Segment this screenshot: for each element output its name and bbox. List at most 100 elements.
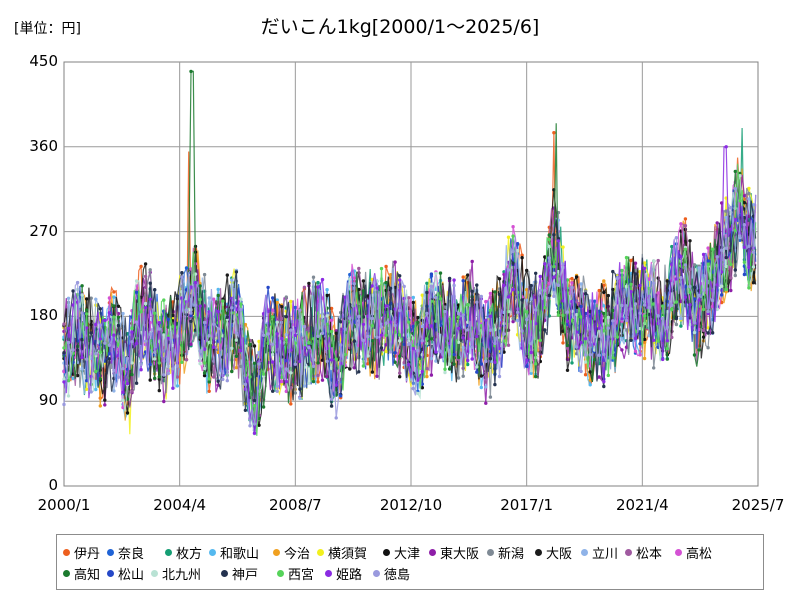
series-point-17 xyxy=(207,377,211,381)
series-point-19 xyxy=(456,312,461,316)
series-point-19 xyxy=(429,284,434,288)
series-point-18 xyxy=(525,358,529,362)
series-point-19 xyxy=(506,268,511,272)
series-point-11 xyxy=(683,224,688,228)
series-point-17 xyxy=(624,255,629,260)
series-point-19 xyxy=(66,340,71,345)
series-point-9 xyxy=(116,304,121,308)
series-point-9 xyxy=(497,277,502,281)
series-point-17 xyxy=(547,237,551,242)
series-point-8 xyxy=(148,268,152,272)
series-point-12 xyxy=(511,225,515,229)
x-tick-label: 2008/7 xyxy=(268,496,322,514)
series-point-16 xyxy=(89,331,93,335)
series-point-11 xyxy=(316,373,320,378)
series-point-18 xyxy=(379,333,384,337)
series-point-7 xyxy=(633,261,638,265)
series-point-16 xyxy=(629,338,633,342)
series-point-16 xyxy=(379,346,384,350)
series-point-17 xyxy=(425,337,429,341)
series-point-19 xyxy=(602,352,606,357)
y-tick-label: 180 xyxy=(29,306,58,325)
series-point-10 xyxy=(747,197,751,201)
series-point-13 xyxy=(153,376,157,380)
legend-item: 西宮 xyxy=(277,564,314,583)
series-point-19 xyxy=(438,349,443,353)
legend-swatch xyxy=(63,570,70,577)
series-point-17 xyxy=(602,328,606,333)
series-point-16 xyxy=(470,289,474,293)
series-point-12 xyxy=(329,318,334,322)
series-point-16 xyxy=(447,276,452,281)
series-point-11 xyxy=(402,360,406,365)
x-tick-label: 2021/4 xyxy=(615,496,669,514)
series-point-17 xyxy=(221,299,225,303)
series-point-17 xyxy=(466,302,470,307)
series-point-6 xyxy=(642,337,647,342)
series-point-13 xyxy=(234,354,239,358)
series-point-0 xyxy=(112,290,116,294)
series-point-12 xyxy=(588,364,592,368)
series-point-18 xyxy=(320,277,325,282)
series-point-19 xyxy=(561,262,565,266)
legend-label: 高知 xyxy=(74,568,101,583)
series-point-3 xyxy=(479,385,483,390)
series-point-18 xyxy=(80,355,84,360)
series-point-7 xyxy=(729,288,733,293)
legend-item: 大阪 xyxy=(535,543,572,562)
series-point-18 xyxy=(715,283,719,287)
series-point-19 xyxy=(166,371,170,376)
series-point-14 xyxy=(411,324,415,328)
series-point-18 xyxy=(85,326,89,330)
series-point-19 xyxy=(493,341,497,346)
series-point-9 xyxy=(398,375,402,379)
series-point-12 xyxy=(271,308,275,312)
series-point-19 xyxy=(180,275,184,279)
series-point-0 xyxy=(570,276,574,281)
series-point-19 xyxy=(593,335,597,339)
series-point-14 xyxy=(420,382,424,386)
series-point-19 xyxy=(325,359,329,363)
series-point-12 xyxy=(706,246,710,250)
series-point-4 xyxy=(588,378,592,382)
series-point-18 xyxy=(629,290,633,294)
series-point-17 xyxy=(325,322,329,326)
series-point-5 xyxy=(289,299,293,304)
series-point-10 xyxy=(751,203,756,207)
series-point-18 xyxy=(375,286,379,290)
series-point-16 xyxy=(724,255,728,260)
series-point-10 xyxy=(302,384,307,388)
series-point-17 xyxy=(384,333,388,337)
series-point-10 xyxy=(207,296,211,300)
series-point-9 xyxy=(348,367,352,371)
series-point-17 xyxy=(556,313,561,317)
series-point-13 xyxy=(248,342,252,347)
series-point-17 xyxy=(94,369,98,374)
series-point-17 xyxy=(198,297,202,302)
series-point-10 xyxy=(284,333,288,337)
series-point-17 xyxy=(670,307,674,312)
series-point-11 xyxy=(656,258,660,263)
legend-swatch xyxy=(383,549,390,556)
series-point-17 xyxy=(710,247,715,251)
series-point-12 xyxy=(638,353,642,357)
chart-title: だいこん1kg[2000/1～2025/6] xyxy=(260,16,540,38)
series-point-9 xyxy=(466,273,470,277)
series-point-14 xyxy=(393,351,397,355)
series-point-13 xyxy=(112,304,116,308)
series-point-1 xyxy=(593,299,597,303)
series-point-9 xyxy=(307,281,311,286)
series-point-19 xyxy=(461,313,465,317)
series-point-19 xyxy=(624,318,629,323)
series-point-9 xyxy=(479,374,483,378)
series-point-11 xyxy=(130,389,134,393)
y-tick-label: 450 xyxy=(29,52,58,70)
series-point-17 xyxy=(438,297,443,301)
series-point-15 xyxy=(720,284,724,288)
series-point-18 xyxy=(529,350,533,355)
series-point-19 xyxy=(502,332,506,336)
series-point-8 xyxy=(488,395,493,399)
series-point-19 xyxy=(252,422,257,426)
series-line-12 xyxy=(63,164,757,427)
series-point-19 xyxy=(361,338,366,343)
